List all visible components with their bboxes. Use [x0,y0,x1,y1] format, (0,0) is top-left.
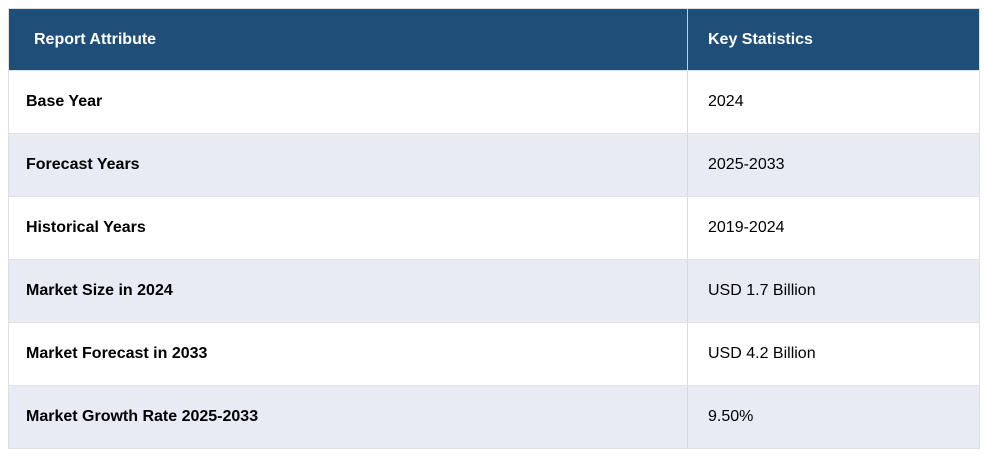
report-statistics-table: Report Attribute Key Statistics Base Yea… [8,8,980,449]
row-value: USD 4.2 Billion [688,323,979,385]
row-attribute: Base Year [9,71,688,133]
row-value: 2019-2024 [688,197,979,259]
table-header-row: Report Attribute Key Statistics [9,9,979,70]
row-attribute: Market Forecast in 2033 [9,323,688,385]
table-row: Base Year 2024 [9,70,979,133]
row-value: USD 1.7 Billion [688,260,979,322]
table-row: Forecast Years 2025-2033 [9,133,979,196]
row-attribute: Forecast Years [9,134,688,196]
row-attribute: Market Growth Rate 2025-2033 [9,386,688,448]
table-row: Market Forecast in 2033 USD 4.2 Billion [9,322,979,385]
table-row: Historical Years 2019-2024 [9,196,979,259]
header-report-attribute: Report Attribute [9,9,688,70]
row-attribute: Historical Years [9,197,688,259]
table-row: Market Size in 2024 USD 1.7 Billion [9,259,979,322]
row-value: 2024 [688,71,979,133]
table-row: Market Growth Rate 2025-2033 9.50% [9,385,979,448]
row-value: 2025-2033 [688,134,979,196]
header-key-statistics: Key Statistics [688,9,979,70]
row-value: 9.50% [688,386,979,448]
row-attribute: Market Size in 2024 [9,260,688,322]
